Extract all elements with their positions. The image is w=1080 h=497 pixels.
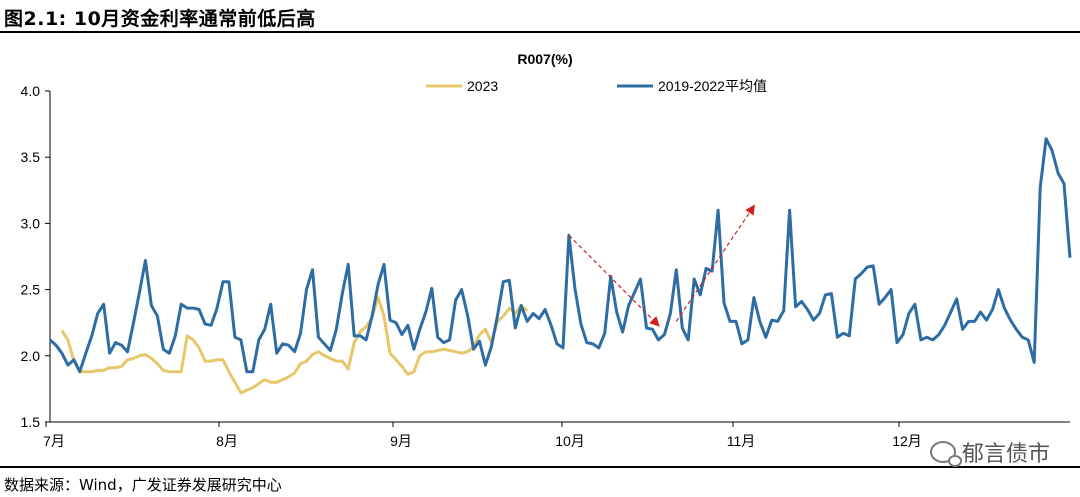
series-line-2019-2022-avg <box>49 137 1072 374</box>
y-tick-label: 2.0 <box>21 348 41 364</box>
x-tick-label: 10月 <box>555 433 585 449</box>
annotation-arrow-2 <box>675 204 755 322</box>
chart-legend: 2023 2019-2022平均值 <box>426 78 767 94</box>
annotation-arrow-1 <box>568 234 660 327</box>
chart-axes: 1.5 2.0 2.5 3.0 3.5 4.0 7月 8月 9月 10月 11月 12月 <box>21 83 1070 449</box>
legend-label-2023: 2023 <box>467 78 498 94</box>
watermark-text: 郁言债市 <box>961 442 1050 467</box>
chart-title: R007(%) <box>517 51 572 67</box>
legend-label-avg: 2019-2022平均值 <box>658 78 767 94</box>
figure-title: 图2.1: 10月资金利率通常前低后高 <box>4 8 316 30</box>
y-tick-label: 1.5 <box>21 414 41 430</box>
y-tick-label: 3.0 <box>21 215 41 231</box>
x-tick-label: 8月 <box>216 433 238 449</box>
x-tick-label: 7月 <box>43 433 65 449</box>
x-tick-label: 11月 <box>727 433 756 449</box>
x-tick-label: 12月 <box>892 433 922 449</box>
wechat-icon <box>929 441 962 467</box>
bottom-rule <box>0 466 1080 468</box>
y-tick-label: 4.0 <box>21 83 41 99</box>
y-tick-label: 2.5 <box>21 282 41 298</box>
data-source: 数据来源：Wind，广发证券发展研究中心 <box>4 476 282 494</box>
top-rule <box>0 31 1080 33</box>
x-tick-label: 9月 <box>390 433 412 449</box>
chart-series <box>49 137 1072 395</box>
series-line-2023 <box>60 296 529 395</box>
chart-arrows <box>568 204 755 327</box>
r007-line-chart: 1.5 2.0 2.5 3.0 3.5 4.0 7月 8月 9月 10月 11月 12月 R007(%… <box>21 51 1072 449</box>
watermark: 郁言债市 <box>929 436 1050 468</box>
y-tick-label: 3.5 <box>21 149 41 165</box>
